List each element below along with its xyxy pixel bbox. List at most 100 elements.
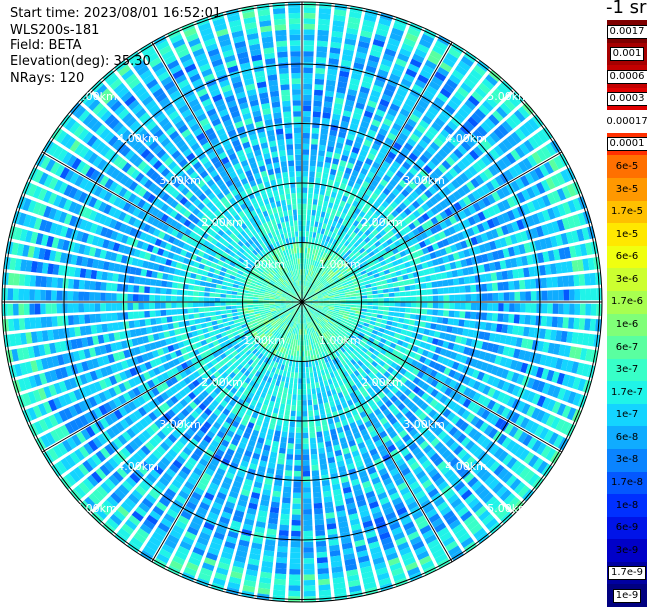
range-gate	[121, 523, 134, 535]
range-gate	[334, 305, 340, 308]
range-gate	[433, 331, 441, 338]
range-gate	[263, 298, 270, 301]
range-gate	[310, 355, 315, 362]
range-gate	[7, 288, 14, 301]
range-gate	[244, 363, 251, 370]
range-gate	[286, 304, 292, 307]
range-gate	[184, 368, 192, 376]
range-gate	[233, 319, 240, 324]
range-gate	[530, 303, 537, 313]
range-gate	[225, 294, 232, 298]
range-gate	[421, 392, 430, 401]
range-gate	[353, 363, 360, 370]
range-gate	[313, 332, 318, 338]
range-gate	[302, 460, 310, 466]
range-gate	[461, 489, 473, 501]
range-gate	[62, 290, 68, 301]
range-gate	[199, 281, 206, 287]
range-gate	[285, 325, 290, 332]
range-gate	[285, 193, 291, 200]
range-gate	[371, 453, 381, 461]
range-gate	[48, 399, 58, 412]
range-gate	[381, 333, 389, 340]
range-gate	[149, 342, 157, 350]
range-gate	[139, 523, 153, 535]
range-gate	[371, 551, 384, 560]
range-gate	[296, 405, 302, 412]
range-gate	[135, 328, 142, 337]
range-gate	[417, 379, 425, 388]
range-gate	[233, 382, 241, 390]
range-gate	[211, 477, 222, 486]
range-gate	[254, 326, 261, 332]
range-gate	[39, 372, 48, 385]
range-gate	[158, 548, 172, 559]
range-gate	[279, 78, 290, 85]
range-gate	[222, 335, 229, 342]
range-gate	[530, 365, 539, 377]
range-gate	[298, 225, 302, 232]
range-gate	[497, 450, 509, 463]
range-gate	[372, 309, 378, 314]
range-gate	[374, 356, 382, 364]
range-gate	[373, 421, 382, 430]
range-gate	[217, 383, 225, 391]
range-gate	[111, 283, 118, 292]
range-gate	[386, 358, 394, 366]
range-gate	[245, 319, 251, 324]
range-gate	[317, 573, 330, 580]
range-gate	[82, 460, 94, 473]
range-gate	[138, 311, 145, 319]
range-gate	[384, 547, 397, 556]
range-gate	[311, 344, 315, 350]
range-gate	[295, 306, 299, 311]
range-gate	[198, 307, 205, 313]
range-gate	[246, 507, 257, 516]
range-gate	[456, 464, 467, 476]
range-gate	[275, 397, 281, 404]
range-gate	[254, 447, 262, 455]
range-gate	[477, 394, 487, 405]
range-gate	[18, 274, 26, 286]
range-gate	[411, 302, 417, 308]
range-gate	[334, 302, 341, 304]
range-gate	[264, 439, 272, 446]
range-gate	[295, 367, 299, 373]
range-gate	[523, 350, 532, 362]
range-gate	[556, 403, 567, 416]
range-gate	[423, 504, 435, 514]
range-gate	[302, 372, 306, 379]
range-gate	[12, 288, 19, 301]
range-gate	[401, 551, 414, 562]
range-gate	[306, 328, 309, 335]
range-gate	[294, 253, 298, 259]
range-gate	[326, 343, 332, 350]
range-gate	[531, 407, 541, 420]
range-gate	[490, 365, 499, 376]
range-gate	[377, 572, 390, 581]
range-gate	[156, 553, 170, 564]
range-gate	[449, 334, 457, 343]
range-gate	[314, 319, 318, 325]
range-gate	[308, 316, 312, 322]
range-gate	[250, 317, 257, 322]
range-gate	[589, 318, 596, 332]
range-gate	[152, 408, 162, 418]
range-gate	[315, 342, 320, 349]
range-gate	[297, 400, 302, 406]
range-gate	[283, 111, 292, 118]
range-gate	[281, 95, 291, 102]
range-gate	[303, 541, 314, 548]
range-gate	[442, 510, 455, 521]
range-gate	[223, 322, 230, 327]
range-gate	[171, 302, 177, 309]
range-gate	[110, 424, 121, 436]
range-gate	[400, 448, 411, 457]
range-gate	[133, 436, 144, 448]
range-gate	[510, 442, 521, 455]
range-gate	[448, 519, 461, 530]
range-gate	[207, 463, 217, 472]
range-gate	[352, 483, 362, 492]
range-gate	[48, 384, 57, 397]
range-gate	[335, 455, 344, 462]
